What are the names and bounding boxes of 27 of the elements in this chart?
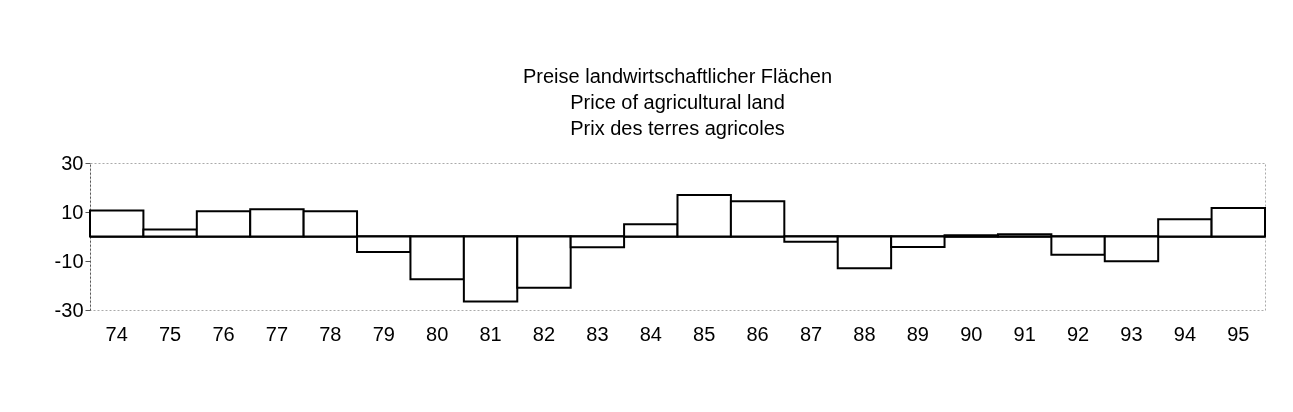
y-tick-label: -10 (54, 249, 84, 272)
x-tick-label: 91 (1013, 322, 1036, 345)
x-tick-label: 78 (319, 322, 342, 345)
x-tick-label: 92 (1066, 322, 1090, 345)
x-tick-label: 77 (265, 322, 289, 345)
x-tick-label: 75 (158, 322, 182, 345)
x-tick-label: 84 (639, 322, 662, 345)
x-tick-label: 86 (746, 322, 769, 345)
x-tick-label: 87 (799, 322, 823, 345)
x-tick-label: 93 (1120, 322, 1143, 345)
x-tick-label: 74 (105, 322, 128, 345)
x-tick-label: 85 (693, 322, 716, 345)
x-tick-label: 82 (532, 322, 556, 345)
y-tick-label: 10 (61, 200, 84, 223)
chart-title: Preise landwirtschaftlicher Flächen Price of agricultural land Prix des terres agricoles (522, 65, 833, 139)
x-tick-label: 79 (372, 322, 395, 345)
x-tick-label: 83 (586, 322, 609, 345)
x-tick-label: 89 (906, 322, 929, 345)
y-tick-label: -30 (54, 298, 84, 321)
x-tick-label: 80 (426, 322, 449, 345)
y-tick-label: 30 (61, 151, 84, 174)
x-tick-label: 90 (960, 322, 983, 345)
x-tick-label: 76 (212, 322, 235, 345)
x-tick-label: 95 (1227, 322, 1250, 345)
x-tick-label: 81 (479, 322, 502, 345)
x-tick-label: 88 (853, 322, 876, 345)
x-tick-label: 94 (1173, 322, 1197, 345)
